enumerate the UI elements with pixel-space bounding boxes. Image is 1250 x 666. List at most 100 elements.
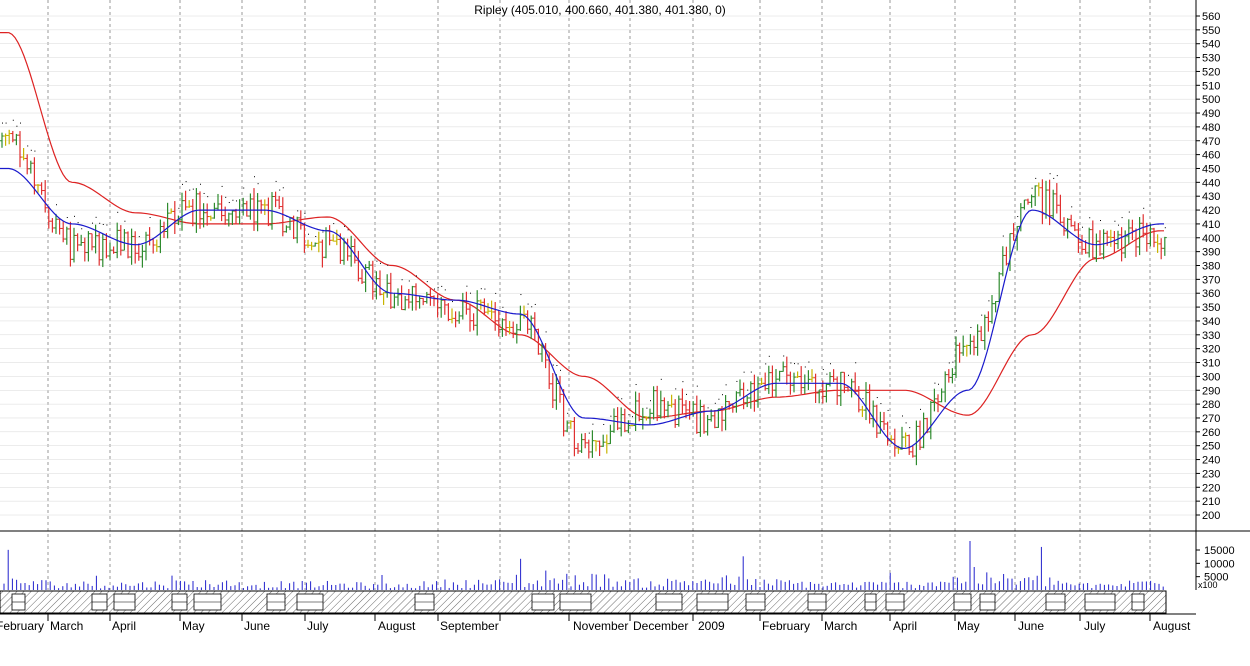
price-tick-label: 230 [1202, 468, 1220, 480]
stop-dot [426, 281, 428, 283]
stop-dot [1071, 206, 1073, 208]
fast-ma-line [0, 167, 1164, 450]
volume-bars [3, 540, 1164, 590]
stop-dot [5, 122, 7, 124]
stop-dot [1089, 217, 1091, 219]
price-bars [0, 119, 1167, 466]
price-tick-label: 360 [1202, 288, 1220, 300]
stop-dot [1053, 177, 1055, 179]
price-tick-label: 380 [1202, 261, 1220, 273]
stop-dot [794, 363, 795, 365]
slow-ma-line [0, 32, 1164, 419]
price-tick-label: 500 [1202, 94, 1220, 106]
price-tick-label: 490 [1202, 108, 1220, 120]
price-tick-label: 410 [1202, 219, 1220, 231]
stop-dot [956, 330, 957, 332]
grid-lines [0, 0, 1196, 590]
stop-dot [232, 199, 234, 201]
stop-dot [1118, 224, 1119, 226]
stop-dot [254, 176, 255, 178]
stop-dot [1121, 217, 1123, 219]
stop-dot [315, 235, 317, 237]
price-tick-label: 530 [1202, 53, 1220, 65]
stop-dot [592, 423, 594, 425]
stop-dot [275, 180, 277, 182]
stop-dot [714, 402, 716, 404]
stop-dot [545, 331, 547, 333]
stop-dot [830, 363, 831, 365]
stop-dot [124, 220, 126, 222]
stop-dot [747, 389, 749, 391]
stop-dot [603, 423, 605, 425]
stop-dot [221, 185, 223, 187]
month-label: March [824, 619, 857, 633]
stop-dot [189, 189, 191, 191]
stop-dot [441, 285, 443, 287]
month-label: November [573, 619, 628, 633]
date-strip [0, 590, 1167, 614]
month-label: April [112, 619, 136, 633]
month-label: December [633, 619, 688, 633]
stop-dot [282, 187, 284, 189]
stop-dot [1143, 207, 1145, 209]
stop-dot [99, 222, 101, 224]
stop-dot [686, 393, 687, 395]
axes [0, 0, 1250, 621]
price-tick-label: 450 [1202, 163, 1220, 175]
stop-dot [920, 408, 921, 410]
stop-dot [452, 301, 453, 303]
stop-dot [297, 210, 299, 212]
stop-dot [27, 145, 29, 147]
volume-tick-label: 5000 [1204, 572, 1228, 584]
stop-dot [718, 398, 720, 400]
stop-dot [1031, 187, 1033, 189]
price-tick-label: 250 [1202, 441, 1220, 453]
stop-dot [178, 207, 180, 209]
month-label: August [378, 619, 416, 633]
price-tick-label: 480 [1202, 122, 1220, 134]
stop-dot [790, 362, 792, 364]
stop-dot [650, 400, 651, 402]
month-label: February [0, 619, 44, 633]
price-tick-label: 240 [1202, 455, 1220, 467]
stop-dot [1002, 235, 1004, 237]
stop-dot [934, 382, 936, 384]
stop-dot [138, 236, 140, 238]
chart-title: Ripley (405.010, 400.660, 401.380, 401.3… [474, 3, 726, 17]
stop-dot [981, 314, 983, 316]
stop-dot [149, 217, 151, 219]
stop-dot [567, 412, 569, 414]
stop-dot [826, 373, 828, 375]
price-tick-label: 200 [1202, 510, 1220, 522]
stop-dot [750, 371, 752, 373]
stop-dot [765, 363, 767, 365]
stop-dot [380, 262, 381, 264]
month-label: August [1153, 619, 1191, 633]
stop-dot [495, 292, 497, 294]
stop-dot [203, 192, 205, 194]
stop-dot [228, 202, 230, 204]
stop-dot [660, 378, 662, 380]
stop-dot [635, 384, 637, 386]
stop-dot [534, 303, 536, 305]
price-tick-label: 470 [1202, 136, 1220, 148]
stop-dot [1056, 175, 1058, 177]
stop-dot [768, 355, 770, 357]
stop-dot [333, 223, 335, 225]
stop-dot [502, 306, 504, 308]
stop-dot [225, 196, 227, 198]
stop-dot [207, 196, 209, 198]
stop-dot [1049, 173, 1051, 175]
stop-dot [520, 294, 522, 296]
stop-dot [646, 407, 648, 409]
price-tick-label: 420 [1202, 205, 1220, 217]
stop-dot [560, 369, 561, 371]
stop-dot [106, 224, 108, 226]
stop-dot [437, 286, 439, 288]
price-tick-label: 550 [1202, 25, 1220, 37]
stop-dot [243, 187, 245, 189]
stop-dot [484, 288, 486, 290]
volume-tick-label: 10000 [1204, 558, 1235, 570]
stop-dot [192, 188, 194, 190]
